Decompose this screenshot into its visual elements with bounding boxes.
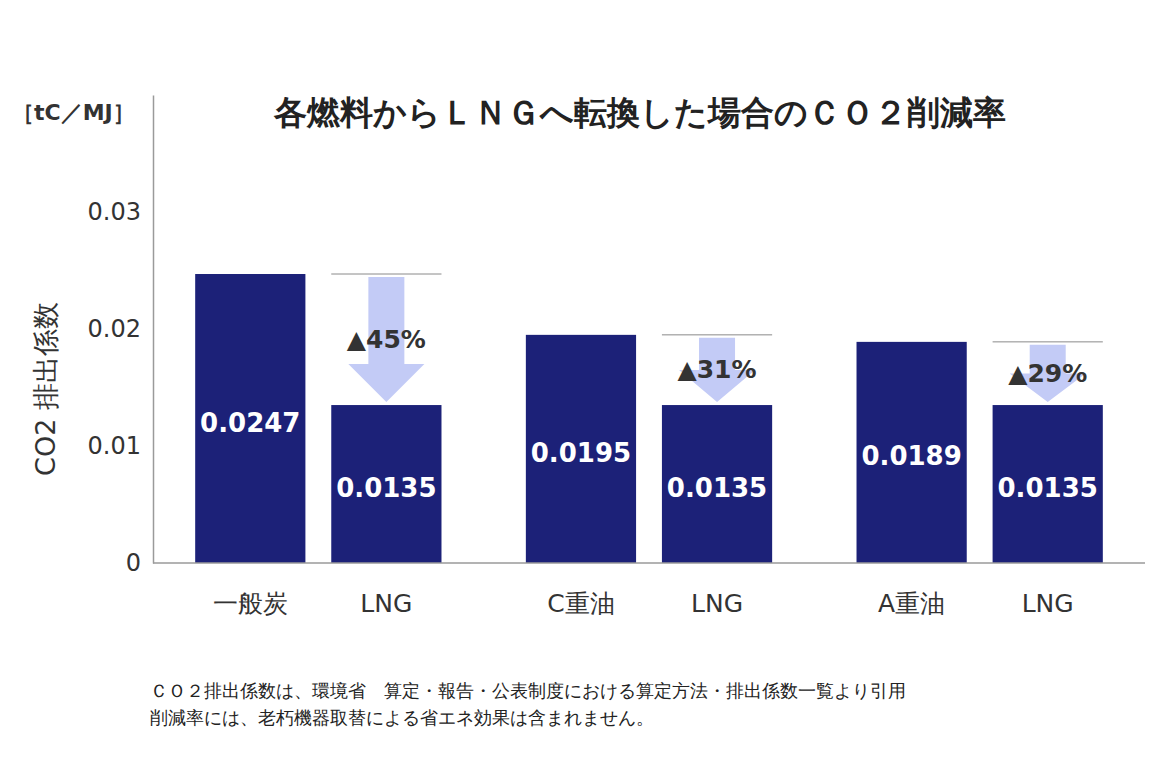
unit-label: ［tC／MJ］ (12, 100, 135, 125)
x-tick-label: C重油 (547, 589, 614, 618)
x-tick-label: LNG (1022, 589, 1074, 618)
bar (526, 335, 636, 563)
y-tick-label: 0.01 (88, 432, 141, 460)
annotations: ▲45% ▲31% ▲29% (331, 274, 1103, 402)
y-tick-label: 0.02 (88, 315, 141, 343)
y-tick: 0.03 (88, 198, 153, 226)
x-tick-label: LNG (691, 589, 743, 618)
x-tick-label: LNG (360, 589, 412, 618)
bars (195, 274, 1103, 563)
data-labels: 0.0247 0.0135 0.0195 0.0135 0.0189 0.0135 (200, 408, 1098, 504)
title: 各燃料からＬＮＧへ転換した場合のＣＯ２削減率 (273, 93, 1006, 132)
bar (662, 405, 772, 563)
bar (993, 405, 1103, 563)
data-label: 0.0189 (861, 441, 961, 471)
bar (857, 342, 967, 563)
annotation: ▲29% (1008, 359, 1087, 388)
reference-line (993, 341, 1103, 342)
y-axis-line (153, 96, 155, 564)
annotation: ▲31% (677, 355, 756, 384)
x-tick-label: 一般炭 (213, 589, 288, 618)
x-tick-label: A重油 (878, 589, 945, 618)
y-axis: 0 0.01 0.02 0.03 (88, 96, 154, 578)
y-tick-label: 0.03 (88, 198, 141, 226)
annotation: ▲45% (347, 325, 426, 354)
y-tick: 0.02 (88, 315, 153, 343)
data-label: 0.0195 (531, 438, 631, 468)
reference-line (331, 274, 441, 275)
data-label: 0.0135 (998, 473, 1098, 503)
bar (195, 274, 305, 563)
y-tick-label: 0 (126, 549, 141, 577)
data-label: 0.0135 (667, 473, 767, 503)
y-axis-title: CO2 排出係数 (30, 302, 61, 476)
y-tick: 0 (126, 549, 153, 577)
footnote: ＣＯ２排出係数は、環境省 算定・報告・公表制度における算定方法・排出係数一覧より… (150, 680, 906, 701)
footnote: 削減率には、老朽機器取替による省エネ効果は含まれません。 (150, 707, 654, 728)
bar (331, 405, 441, 563)
data-label: 0.0247 (200, 408, 300, 438)
reference-line (662, 334, 772, 335)
data-label: 0.0135 (336, 473, 436, 503)
y-tick: 0.01 (88, 432, 153, 460)
chart: 各燃料からＬＮＧへ転換した場合のＣＯ２削減率 ［tC／MJ］ CO2 排出係数 0 0.… (0, 0, 1172, 780)
x-axis-line (153, 562, 1145, 564)
